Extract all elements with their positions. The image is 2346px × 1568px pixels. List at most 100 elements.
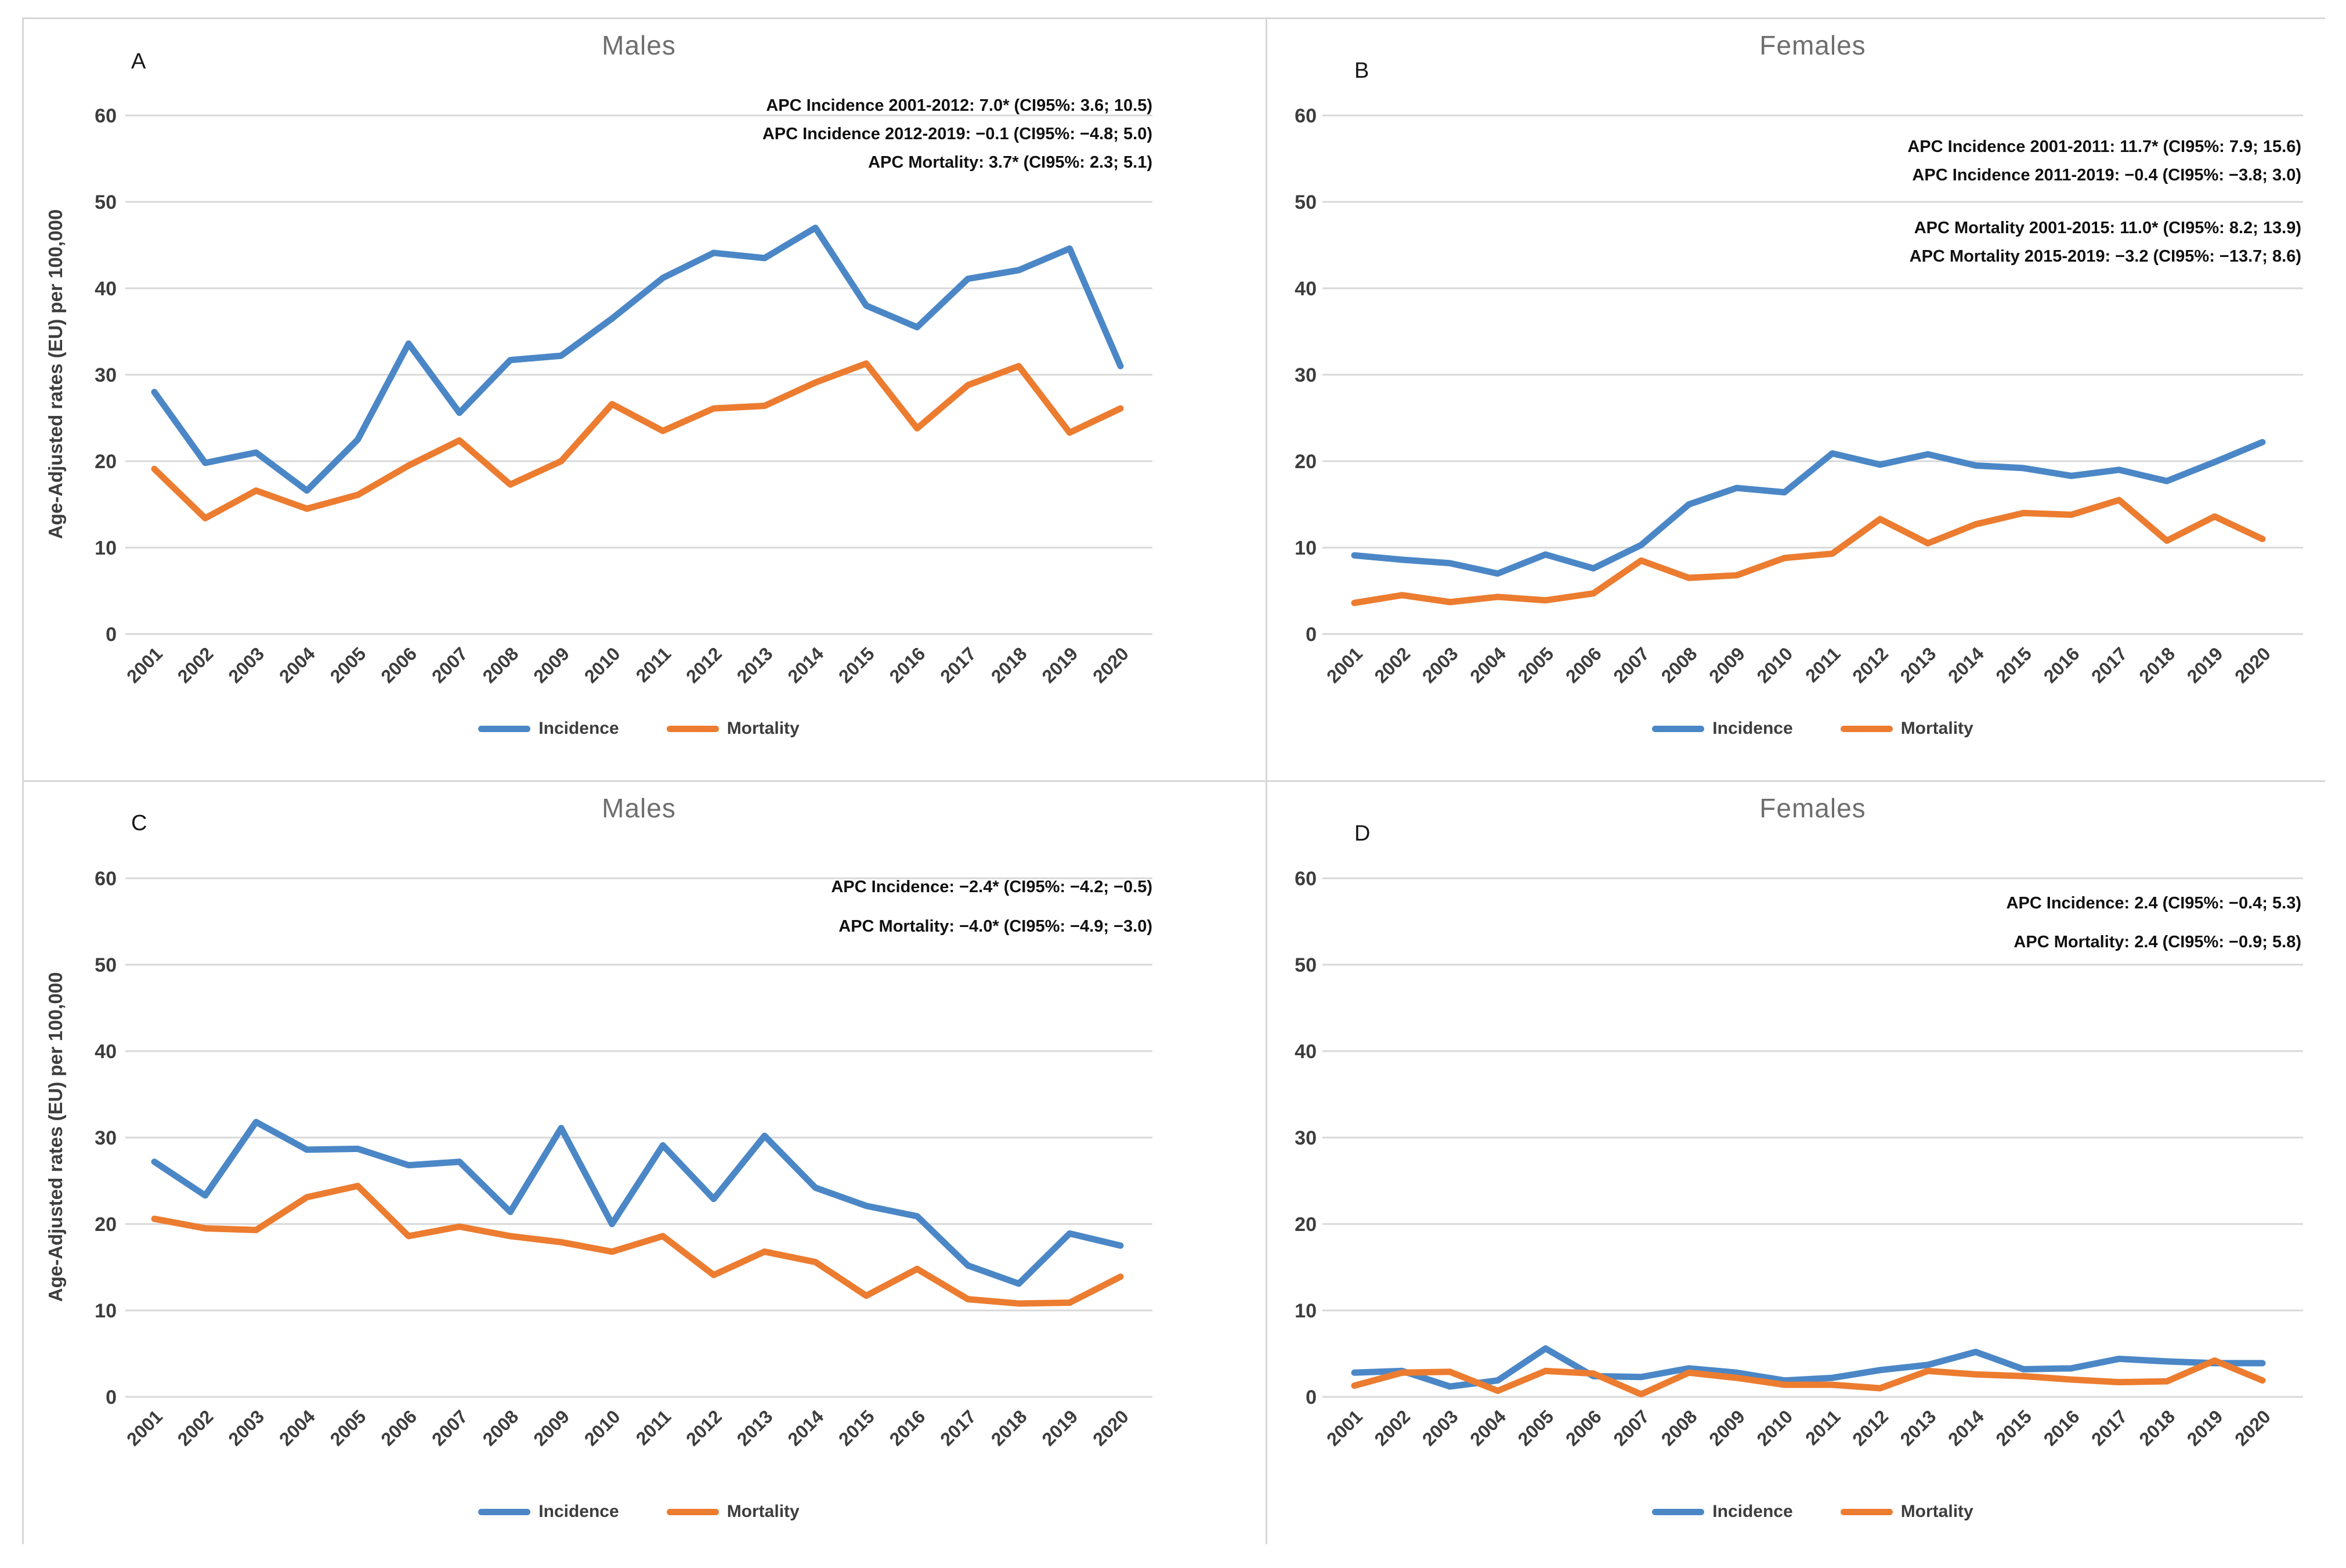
x-tick-label-2014: 2014 <box>1944 643 1988 687</box>
x-tick-label-2012: 2012 <box>1848 643 1892 687</box>
mortality-legend-label: Mortality <box>1900 1502 1973 1521</box>
mortality-line <box>1351 497 2266 606</box>
x-tick-label-2019: 2019 <box>2183 643 2227 687</box>
chart-title: Males <box>602 793 676 823</box>
legend-item-mortality: Mortality <box>666 719 800 738</box>
incidence-line <box>1351 1345 2266 1390</box>
x-tick-label-2004: 2004 <box>1466 1406 1510 1450</box>
y-tick-label: 30 <box>1295 1127 1317 1149</box>
x-tick-label-2010: 2010 <box>580 1406 624 1450</box>
x-tick-label-2002: 2002 <box>173 643 218 687</box>
x-tick-label-2008: 2008 <box>479 1406 523 1450</box>
legend-item-mortality: Mortality <box>1840 1502 1973 1522</box>
x-tick-label-2016: 2016 <box>2040 643 2084 687</box>
mortality-line-swatch <box>1840 1508 1893 1515</box>
x-tick-label-2008: 2008 <box>1657 643 1701 687</box>
incidence-line-swatch <box>1652 725 1705 732</box>
mortality-line <box>151 360 1124 522</box>
x-tick-label-2003: 2003 <box>1418 1406 1462 1450</box>
x-tick-label-2003: 2003 <box>224 643 268 687</box>
x-tick-label-2019: 2019 <box>2183 1406 2227 1450</box>
x-tick-label-2005: 2005 <box>326 643 370 687</box>
chart-legend: Incidence Mortality <box>1322 1500 2303 1523</box>
mortality-line-swatch <box>1840 725 1893 732</box>
x-tick-label-2008: 2008 <box>1657 1406 1701 1450</box>
y-tick-label: 60 <box>95 868 117 890</box>
y-tick-label: 0 <box>106 624 117 646</box>
x-tick-label-2018: 2018 <box>987 643 1031 687</box>
y-tick-label: 20 <box>95 1214 117 1236</box>
panel-D: 0 10 20 30 40 50 60 2001 2002 2003 2004 2005 2006 200… <box>1266 780 2325 1544</box>
y-tick-label: 30 <box>1295 364 1317 386</box>
y-tick-label: 60 <box>1295 868 1317 890</box>
y-tick-label: 20 <box>95 451 117 473</box>
legend-item-mortality: Mortality <box>666 1502 800 1522</box>
x-tick-label-2001: 2001 <box>1322 1406 1367 1450</box>
x-tick-label-2008: 2008 <box>479 643 523 687</box>
panel-label: D <box>1354 821 1371 846</box>
x-tick-label-2015: 2015 <box>1991 643 2036 687</box>
x-tick-label-2005: 2005 <box>1514 1406 1558 1450</box>
x-tick-label-2019: 2019 <box>1038 1406 1082 1450</box>
incidence-legend-label: Incidence <box>1712 1502 1793 1521</box>
x-tick-label-2002: 2002 <box>1371 643 1415 687</box>
x-tick-label-2015: 2015 <box>1991 1406 2036 1450</box>
y-tick-label: 40 <box>1295 278 1317 300</box>
incidence-legend-label: Incidence <box>538 1502 619 1521</box>
x-tick-label-2002: 2002 <box>173 1406 218 1450</box>
incidence-line-swatch <box>1652 1508 1705 1515</box>
x-tick-label-2014: 2014 <box>783 643 827 687</box>
y-tick-label: 40 <box>95 278 117 300</box>
y-tick-label: 10 <box>95 537 117 559</box>
y-tick-label: 50 <box>1295 954 1317 976</box>
x-tick-label-2007: 2007 <box>1609 643 1653 687</box>
x-tick-label-2004: 2004 <box>1466 643 1510 687</box>
x-tick-label-2006: 2006 <box>377 1406 421 1450</box>
y-tick-label: 50 <box>95 191 117 213</box>
y-tick-label: 20 <box>1295 451 1317 473</box>
y-tick-label: 20 <box>1295 1214 1317 1236</box>
mortality-legend-label: Mortality <box>726 1502 800 1521</box>
legend-item-incidence: Incidence <box>478 1502 619 1522</box>
panel-label: C <box>131 811 147 835</box>
x-tick-label-2007: 2007 <box>428 1406 472 1450</box>
x-tick-label-2013: 2013 <box>1896 643 1940 687</box>
x-tick-label-2006: 2006 <box>1561 643 1606 687</box>
x-tick-label-2020: 2020 <box>2231 643 2275 687</box>
x-tick-label-2017: 2017 <box>2087 1406 2131 1450</box>
panel-A: 0 10 20 30 40 50 60 2001 2002 2003 2004 2005 2006 200… <box>24 19 1266 780</box>
y-tick-label: 0 <box>106 1386 117 1408</box>
y-axis-title: Age-Adjusted rates (EU) per 100,000 <box>45 209 66 539</box>
x-tick-label-2018: 2018 <box>987 1406 1031 1450</box>
x-tick-label-2011: 2011 <box>1801 643 1845 686</box>
incidence-line <box>1351 439 2266 577</box>
panel-label: B <box>1354 59 1369 83</box>
legend-item-incidence: Incidence <box>1652 1502 1793 1522</box>
chart-title: Females <box>1759 30 1866 60</box>
x-tick-label-2014: 2014 <box>1944 1406 1988 1450</box>
x-tick-label-2001: 2001 <box>122 1406 167 1450</box>
x-tick-label-2002: 2002 <box>1371 1406 1415 1450</box>
x-tick-label-2012: 2012 <box>682 1406 726 1450</box>
x-tick-label-2016: 2016 <box>2040 1406 2084 1450</box>
chart-legend: Incidence Mortality <box>125 1500 1152 1523</box>
x-tick-label-2007: 2007 <box>1609 1406 1653 1450</box>
x-tick-label-2011: 2011 <box>1801 1406 1845 1449</box>
x-tick-label-2003: 2003 <box>1418 643 1462 687</box>
legend-item-incidence: Incidence <box>478 719 619 738</box>
x-tick-label-2001: 2001 <box>122 643 167 687</box>
mortality-line <box>151 1182 1124 1307</box>
x-tick-label-2009: 2009 <box>529 1406 573 1450</box>
x-tick-label-2016: 2016 <box>885 1406 930 1450</box>
x-tick-label-2014: 2014 <box>783 1406 827 1450</box>
y-tick-label: 10 <box>1295 1300 1317 1322</box>
incidence-line <box>151 1118 1124 1287</box>
x-tick-label-2017: 2017 <box>2087 643 2131 687</box>
y-tick-label: 0 <box>1306 1386 1317 1408</box>
panel-label: A <box>131 49 146 74</box>
y-tick-label: 60 <box>95 105 117 127</box>
y-tick-label: 40 <box>1295 1041 1317 1063</box>
y-axis-title: Age-Adjusted rates (EU) per 100,000 <box>45 972 66 1302</box>
